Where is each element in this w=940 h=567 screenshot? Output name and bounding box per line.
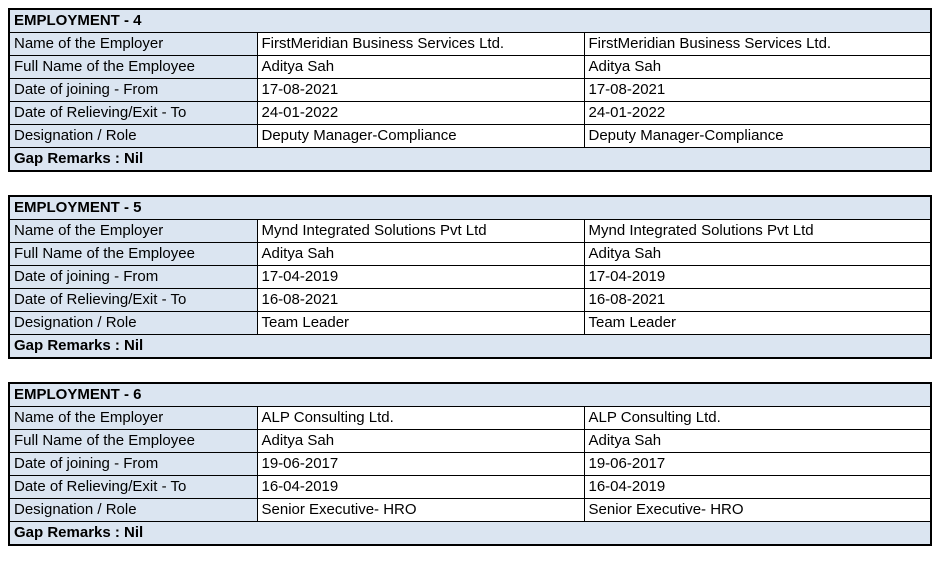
row-label: Date of joining - From (8, 265, 258, 289)
row-value: 16-04-2019 (256, 475, 585, 499)
row-value: Senior Executive- HRO (583, 498, 932, 522)
table-title-row: EMPLOYMENT - 4 (8, 8, 932, 33)
table-title-row: EMPLOYMENT - 5 (8, 195, 932, 220)
table-row: Date of Relieving/Exit - To 16-08-2021 1… (8, 288, 932, 312)
employment-table-6: EMPLOYMENT - 6 Name of the Employer ALP … (8, 382, 932, 546)
gap-remarks: Gap Remarks : Nil (8, 521, 932, 546)
row-value: 24-01-2022 (583, 101, 932, 125)
row-label: Full Name of the Employee (8, 429, 258, 453)
table-title: EMPLOYMENT - 6 (8, 382, 932, 407)
table-row: Name of the Employer ALP Consulting Ltd.… (8, 406, 932, 430)
row-value: 16-08-2021 (583, 288, 932, 312)
gap-remarks: Gap Remarks : Nil (8, 334, 932, 359)
row-value: Aditya Sah (256, 429, 585, 453)
table-row: Full Name of the Employee Aditya Sah Adi… (8, 242, 932, 266)
row-label: Designation / Role (8, 498, 258, 522)
row-value: Senior Executive- HRO (256, 498, 585, 522)
row-label: Date of joining - From (8, 452, 258, 476)
row-value: Team Leader (256, 311, 585, 335)
row-value: 19-06-2017 (256, 452, 585, 476)
row-value: 24-01-2022 (256, 101, 585, 125)
table-row: Name of the Employer Mynd Integrated Sol… (8, 219, 932, 243)
row-value: Mynd Integrated Solutions Pvt Ltd (256, 219, 585, 243)
gap-remarks-row: Gap Remarks : Nil (8, 334, 932, 359)
row-label: Full Name of the Employee (8, 242, 258, 266)
row-label: Date of Relieving/Exit - To (8, 288, 258, 312)
table-row: Date of Relieving/Exit - To 16-04-2019 1… (8, 475, 932, 499)
row-label: Date of joining - From (8, 78, 258, 102)
row-value: 16-04-2019 (583, 475, 932, 499)
table-row: Designation / Role Deputy Manager-Compli… (8, 124, 932, 148)
row-value: ALP Consulting Ltd. (256, 406, 585, 430)
row-value: Mynd Integrated Solutions Pvt Ltd (583, 219, 932, 243)
row-label: Name of the Employer (8, 406, 258, 430)
table-row: Full Name of the Employee Aditya Sah Adi… (8, 429, 932, 453)
row-label: Name of the Employer (8, 32, 258, 56)
row-value: FirstMeridian Business Services Ltd. (256, 32, 585, 56)
table-title: EMPLOYMENT - 4 (8, 8, 932, 33)
row-label: Name of the Employer (8, 219, 258, 243)
table-row: Full Name of the Employee Aditya Sah Adi… (8, 55, 932, 79)
row-label: Date of Relieving/Exit - To (8, 101, 258, 125)
row-label: Designation / Role (8, 311, 258, 335)
row-value: Deputy Manager-Compliance (583, 124, 932, 148)
gap-remarks-row: Gap Remarks : Nil (8, 147, 932, 172)
row-value: Aditya Sah (256, 55, 585, 79)
table-title: EMPLOYMENT - 5 (8, 195, 932, 220)
row-value: 17-08-2021 (256, 78, 585, 102)
row-value: 17-08-2021 (583, 78, 932, 102)
employment-table-4: EMPLOYMENT - 4 Name of the Employer Firs… (8, 8, 932, 172)
table-row: Date of joining - From 17-08-2021 17-08-… (8, 78, 932, 102)
table-row: Designation / Role Senior Executive- HRO… (8, 498, 932, 522)
row-value: Aditya Sah (256, 242, 585, 266)
table-row: Date of joining - From 19-06-2017 19-06-… (8, 452, 932, 476)
row-value: FirstMeridian Business Services Ltd. (583, 32, 932, 56)
row-label: Full Name of the Employee (8, 55, 258, 79)
row-label: Date of Relieving/Exit - To (8, 475, 258, 499)
row-value: Aditya Sah (583, 55, 932, 79)
row-value: 17-04-2019 (583, 265, 932, 289)
table-row: Name of the Employer FirstMeridian Busin… (8, 32, 932, 56)
row-value: 17-04-2019 (256, 265, 585, 289)
gap-remarks-row: Gap Remarks : Nil (8, 521, 932, 546)
row-value: ALP Consulting Ltd. (583, 406, 932, 430)
employment-table-5: EMPLOYMENT - 5 Name of the Employer Mynd… (8, 195, 932, 359)
row-value: Aditya Sah (583, 429, 932, 453)
row-value: Deputy Manager-Compliance (256, 124, 585, 148)
row-value: 19-06-2017 (583, 452, 932, 476)
gap-remarks: Gap Remarks : Nil (8, 147, 932, 172)
table-row: Designation / Role Team Leader Team Lead… (8, 311, 932, 335)
table-row: Date of joining - From 17-04-2019 17-04-… (8, 265, 932, 289)
row-label: Designation / Role (8, 124, 258, 148)
row-value: 16-08-2021 (256, 288, 585, 312)
table-title-row: EMPLOYMENT - 6 (8, 382, 932, 407)
row-value: Aditya Sah (583, 242, 932, 266)
table-row: Date of Relieving/Exit - To 24-01-2022 2… (8, 101, 932, 125)
row-value: Team Leader (583, 311, 932, 335)
